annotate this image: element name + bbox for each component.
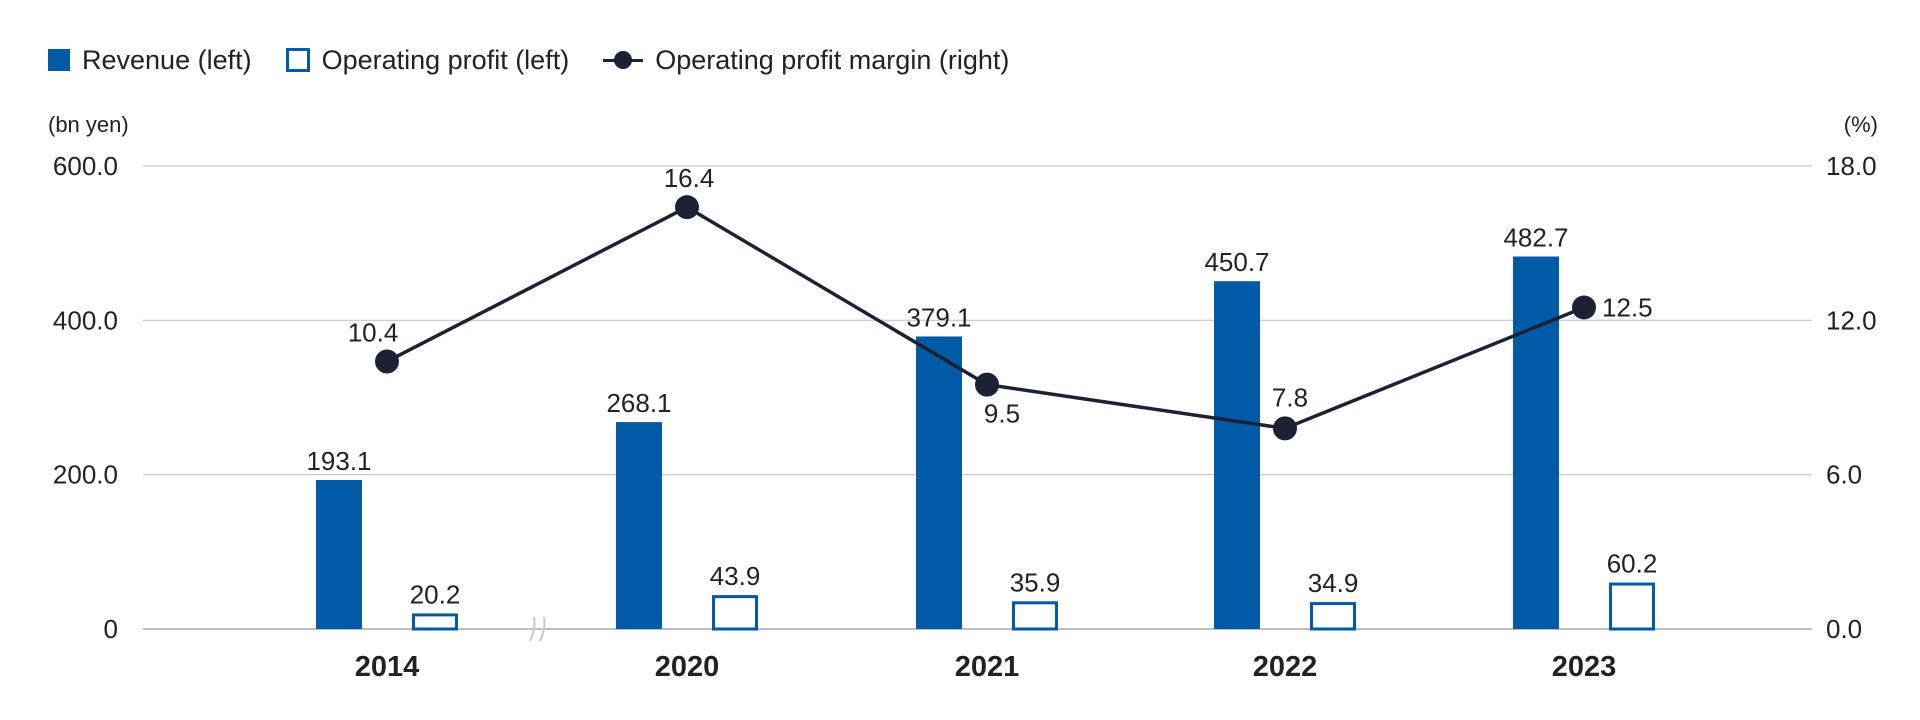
axis-break-mark bbox=[539, 616, 546, 642]
margin-point bbox=[1273, 416, 1297, 441]
margin-point bbox=[1572, 295, 1596, 320]
operating-profit-bar bbox=[1310, 602, 1356, 631]
revenue-bar bbox=[1513, 256, 1559, 629]
revenue-data-label: 268.1 bbox=[606, 388, 671, 418]
right-axis-tick-label: 12.0 bbox=[1826, 305, 1877, 335]
operating-profit-data-label: 20.2 bbox=[410, 579, 461, 609]
revenue-bar bbox=[916, 336, 962, 629]
x-axis-category-label: 2020 bbox=[655, 651, 720, 683]
margin-point bbox=[975, 372, 999, 397]
right-axis-tick-label: 6.0 bbox=[1826, 460, 1862, 490]
left-axis-tick-label: 400.0 bbox=[53, 305, 118, 335]
revenue-data-label: 450.7 bbox=[1204, 247, 1269, 277]
x-axis-category-label: 2021 bbox=[955, 651, 1020, 683]
legend-label-margin: Operating profit margin (right) bbox=[655, 44, 1010, 75]
operating-profit-data-label: 60.2 bbox=[1607, 549, 1658, 579]
legend-label-operating-profit: Operating profit (left) bbox=[321, 44, 570, 75]
margin-data-label: 9.5 bbox=[984, 399, 1020, 429]
axis-break-mark bbox=[529, 616, 536, 642]
legend-swatch-margin bbox=[603, 49, 644, 71]
revenue-bar bbox=[1214, 281, 1260, 629]
revenue-data-label: 193.1 bbox=[306, 446, 371, 476]
margin-data-label: 16.4 bbox=[664, 163, 715, 193]
margin-point bbox=[675, 195, 699, 220]
margin-data-label: 10.4 bbox=[348, 317, 399, 347]
revenue-data-label: 482.7 bbox=[1503, 223, 1568, 253]
operating-profit-bar bbox=[1012, 601, 1058, 631]
operating-profit-bar bbox=[412, 613, 458, 631]
margin-data-label: 7.8 bbox=[1272, 382, 1308, 412]
operating-profit-data-label: 34.9 bbox=[1308, 568, 1359, 598]
left-axis-tick-label: 600.0 bbox=[53, 151, 118, 181]
right-axis-tick-label: 0.0 bbox=[1826, 614, 1862, 644]
legend: Revenue (left) Operating profit (left) O… bbox=[48, 42, 1009, 78]
legend-item-margin: Operating profit margin (right) bbox=[603, 45, 1009, 76]
right-axis-unit: (%) bbox=[1844, 112, 1878, 137]
legend-item-operating-profit: Operating profit (left) bbox=[285, 44, 570, 76]
right-axis-tick-label: 18.0 bbox=[1826, 151, 1877, 181]
margin-data-label: 12.5 bbox=[1602, 292, 1653, 322]
legend-swatch-revenue bbox=[48, 49, 70, 71]
legend-item-revenue: Revenue (left) bbox=[48, 45, 252, 76]
left-axis-tick-label: 200.0 bbox=[53, 460, 118, 490]
margin-point bbox=[375, 349, 399, 374]
x-axis-category-label: 2022 bbox=[1253, 651, 1318, 683]
operating-profit-data-label: 35.9 bbox=[1010, 567, 1061, 597]
legend-swatch-operating-profit bbox=[285, 48, 310, 72]
x-axis-category-label: 2014 bbox=[355, 651, 420, 683]
x-axis-category-label: 2023 bbox=[1552, 651, 1617, 683]
revenue-bar bbox=[316, 479, 362, 629]
operating-profit-bar bbox=[1609, 582, 1655, 631]
revenue-data-label: 379.1 bbox=[906, 302, 971, 332]
operating-profit-bar bbox=[712, 595, 758, 631]
legend-label-revenue: Revenue (left) bbox=[82, 44, 252, 75]
left-axis-tick-label: 0 bbox=[104, 614, 118, 644]
left-axis-unit: (bn yen) bbox=[48, 112, 129, 137]
revenue-bar bbox=[616, 422, 662, 629]
operating-profit-data-label: 43.9 bbox=[710, 561, 761, 591]
